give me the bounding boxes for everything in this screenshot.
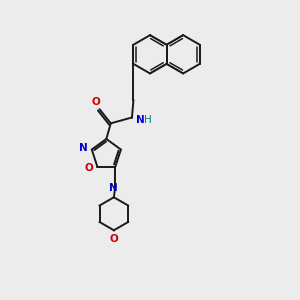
Text: N: N — [79, 143, 88, 153]
Text: N: N — [136, 115, 145, 125]
Text: N: N — [110, 183, 118, 193]
Text: O: O — [85, 163, 93, 173]
Text: O: O — [110, 234, 118, 244]
Text: O: O — [92, 97, 100, 107]
Text: H: H — [144, 115, 152, 125]
